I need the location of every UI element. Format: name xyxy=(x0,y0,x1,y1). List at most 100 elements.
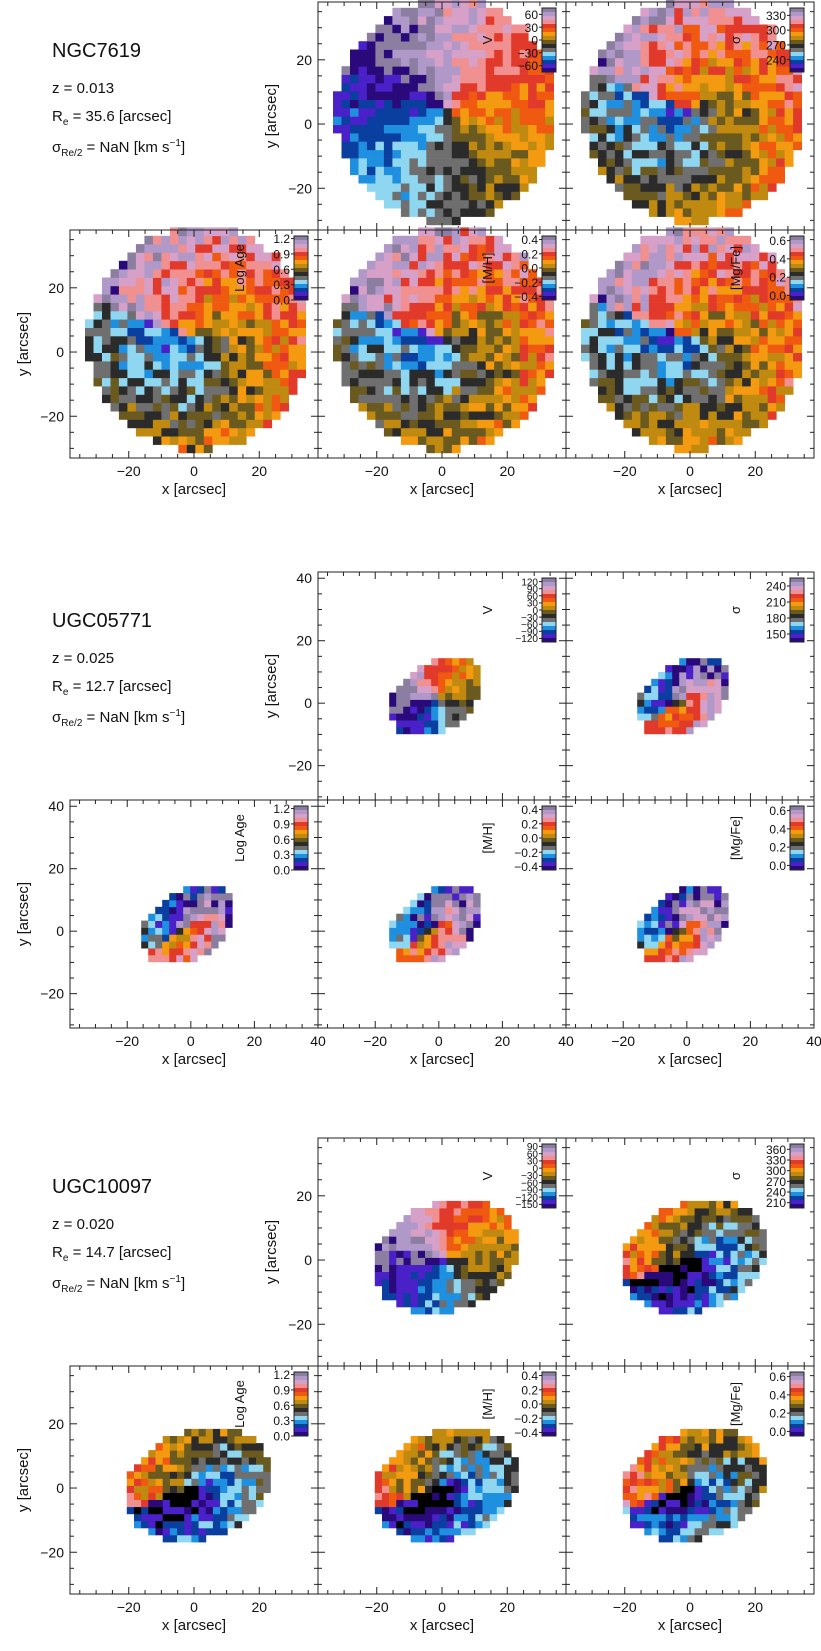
map-pixel xyxy=(392,428,401,437)
map-pixel xyxy=(477,394,486,403)
map-pixel xyxy=(392,269,401,278)
map-pixel xyxy=(649,261,658,270)
map-pixel xyxy=(359,141,368,150)
map-pixel xyxy=(460,361,469,370)
map-pixel xyxy=(410,907,417,914)
map-pixel xyxy=(401,344,410,353)
map-pixel xyxy=(221,286,230,295)
map-pixel xyxy=(590,91,599,100)
map-pixel xyxy=(297,361,306,370)
map-pixel xyxy=(359,150,368,159)
map-pixel xyxy=(666,100,675,109)
map-pixel xyxy=(367,344,376,353)
map-pixel xyxy=(497,1222,505,1230)
map-pixel xyxy=(170,328,179,337)
map-pixel xyxy=(401,394,410,403)
map-pixel xyxy=(418,1293,426,1301)
map-pixel xyxy=(742,378,751,387)
map-pixel xyxy=(666,166,675,175)
map-pixel xyxy=(742,278,751,287)
map-pixel xyxy=(486,25,495,34)
map-pixel xyxy=(297,369,306,378)
map-pixel xyxy=(759,100,768,109)
map-pixel xyxy=(403,941,410,948)
map-pixel xyxy=(742,150,751,159)
map-pixel xyxy=(452,8,461,17)
map-pixel xyxy=(640,200,649,209)
map-panel-: 360330300270240210σ xyxy=(566,1138,814,1366)
map-pixel xyxy=(342,319,351,328)
map-pixel xyxy=(700,41,709,50)
map-pixel xyxy=(768,125,777,134)
map-pixel xyxy=(418,183,427,192)
map-pixel xyxy=(438,720,445,727)
map-pixel xyxy=(445,693,452,700)
map-pixel xyxy=(136,344,145,353)
map-pixel xyxy=(649,166,658,175)
map-pixel xyxy=(410,713,417,720)
map-pixel xyxy=(723,1229,731,1237)
map-pixel xyxy=(674,33,683,42)
map-pixel xyxy=(443,200,452,209)
map-pixel xyxy=(695,1222,703,1230)
colorbar-segment xyxy=(790,32,804,37)
map-pixel xyxy=(435,8,444,17)
map-pixel xyxy=(170,336,179,345)
map-pixel xyxy=(238,303,247,312)
map-pixel xyxy=(460,286,469,295)
map-pixel xyxy=(367,108,376,117)
map-pixel xyxy=(401,420,410,429)
map-pixel xyxy=(204,361,213,370)
map-pixel xyxy=(683,91,692,100)
map-pixel xyxy=(469,328,478,337)
map-pixel xyxy=(94,353,103,362)
map-pixel xyxy=(686,679,693,686)
map-pixel xyxy=(435,361,444,370)
map-pixel xyxy=(411,1300,419,1308)
map-pixel xyxy=(759,66,768,75)
colorbar-segment xyxy=(542,1180,556,1185)
map-pixel xyxy=(666,75,675,84)
map-pixel xyxy=(640,41,649,50)
map-pixel xyxy=(693,886,700,893)
map-pixel xyxy=(211,921,218,928)
map-pixel xyxy=(707,914,714,921)
map-pixel xyxy=(742,183,751,192)
map-pixel xyxy=(537,386,546,395)
map-pixel xyxy=(666,1243,674,1251)
map-pixel xyxy=(637,934,644,941)
map-pixel xyxy=(426,141,435,150)
map-pixel xyxy=(94,319,103,328)
map-pixel xyxy=(598,336,607,345)
map-pixel xyxy=(409,116,418,125)
colorbar-segment xyxy=(790,814,804,819)
map-pixel xyxy=(511,386,520,395)
colorbar-segment xyxy=(294,818,308,823)
map-pixel xyxy=(221,420,230,429)
map-pixel xyxy=(725,200,734,209)
map-pixel xyxy=(459,941,466,948)
map-pixel xyxy=(637,1258,645,1266)
map-pixel xyxy=(426,436,435,445)
colorbar-label: [M/H] xyxy=(480,252,495,283)
map-pixel xyxy=(392,244,401,253)
y-tick-label: 20 xyxy=(296,1188,312,1204)
colorbar-segment xyxy=(542,28,556,33)
map-pixel xyxy=(190,941,197,948)
map-pixel xyxy=(723,1293,731,1301)
colorbar-segment xyxy=(542,8,556,13)
map-pixel xyxy=(367,66,376,75)
map-pixel xyxy=(717,294,726,303)
map-pixel xyxy=(204,253,213,262)
map-pixel xyxy=(679,941,686,948)
map-pixel xyxy=(759,1258,767,1266)
map-pixel xyxy=(793,319,802,328)
map-pixel xyxy=(708,108,717,117)
map-pixel xyxy=(700,50,709,59)
map-pixel xyxy=(637,1272,645,1280)
map-pixel xyxy=(640,108,649,117)
map-pixel xyxy=(714,921,721,928)
map-pixel xyxy=(674,16,683,25)
map-pixel xyxy=(246,361,255,370)
map-pixel xyxy=(637,927,644,934)
